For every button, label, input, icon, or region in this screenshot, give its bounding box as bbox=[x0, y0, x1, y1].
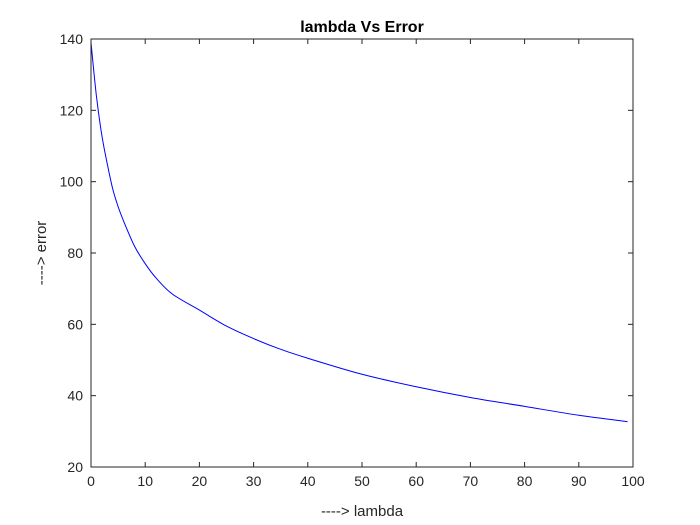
y-tick-label: 140 bbox=[60, 31, 84, 47]
x-tick-label: 0 bbox=[87, 473, 95, 489]
y-tick-label: 100 bbox=[60, 174, 84, 190]
x-tick-label: 40 bbox=[300, 473, 316, 489]
x-tick-label: 90 bbox=[571, 473, 587, 489]
x-tick-label: 70 bbox=[463, 473, 479, 489]
y-tick-label: 20 bbox=[67, 459, 83, 475]
x-tick-label: 20 bbox=[192, 473, 208, 489]
x-tick-label: 80 bbox=[517, 473, 533, 489]
chart-title: lambda Vs Error bbox=[300, 19, 424, 36]
x-tick-label: 60 bbox=[408, 473, 424, 489]
y-tick-label: 60 bbox=[67, 316, 83, 332]
x-axis-label: ----> lambda bbox=[321, 503, 404, 520]
y-tick-label: 40 bbox=[67, 388, 83, 404]
y-tick-label: 120 bbox=[60, 102, 84, 118]
x-tick-label: 50 bbox=[354, 473, 370, 489]
plot-area bbox=[91, 39, 633, 467]
x-tick-label: 100 bbox=[621, 473, 645, 489]
y-axis-label: ----> error bbox=[33, 221, 50, 286]
y-tick-label: 80 bbox=[67, 245, 83, 261]
series-line bbox=[90, 42, 628, 423]
tick-labels: 0 10 20 30 40 50 60 70 80 90 100 20 40 60 80 100 120 140 bbox=[60, 31, 645, 489]
x-tick-label: 30 bbox=[246, 473, 262, 489]
x-tick-label: 10 bbox=[137, 473, 153, 489]
plot-frame bbox=[90, 38, 634, 468]
